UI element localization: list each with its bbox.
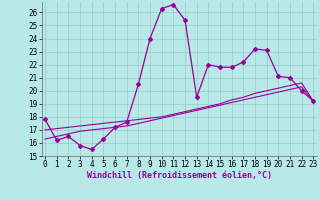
X-axis label: Windchill (Refroidissement éolien,°C): Windchill (Refroidissement éolien,°C) [87,171,272,180]
